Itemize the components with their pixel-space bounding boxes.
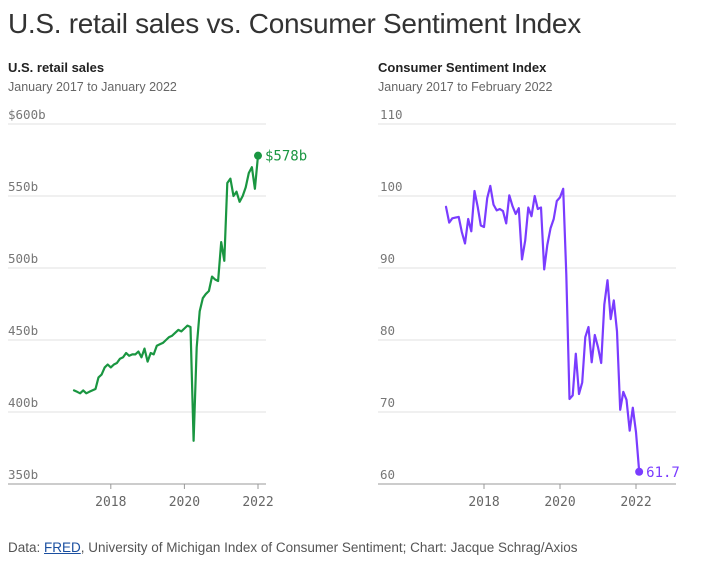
y-tick-label: 110 <box>380 107 403 122</box>
series-line <box>444 184 641 473</box>
x-tick-label: 2022 <box>620 495 651 510</box>
source-rest: , University of Michigan Index of Consum… <box>80 540 578 555</box>
left-chart-subtitle: January 2017 to January 2022 <box>8 80 177 94</box>
source-prefix: Data: <box>8 540 45 555</box>
y-tick-label: 60 <box>380 467 395 482</box>
fred-link[interactable]: FRED <box>44 540 81 555</box>
y-tick-label: 500b <box>8 251 38 266</box>
y-tick-label: 400b <box>8 395 38 410</box>
left-chart-title: U.S. retail sales <box>8 60 105 75</box>
y-tick-label: $600b <box>8 107 46 122</box>
y-tick-label: 100 <box>380 179 403 194</box>
right-chart-subtitle: January 2017 to February 2022 <box>378 80 553 94</box>
source-note: Data: FRED, University of Michigan Index… <box>8 540 578 555</box>
end-value-label: 61.7 <box>646 465 680 481</box>
x-tick-label: 2020 <box>544 495 575 510</box>
x-tick-label: 2018 <box>95 495 126 510</box>
end-value-label: $578b <box>265 149 307 165</box>
right-chart-title: Consumer Sentiment Index <box>378 60 547 75</box>
y-tick-label: 450b <box>8 323 38 338</box>
x-tick-label: 2018 <box>468 495 499 510</box>
y-tick-label: 70 <box>380 395 395 410</box>
y-tick-label: 550b <box>8 179 38 194</box>
end-point-dot <box>635 467 644 476</box>
y-tick-label: 90 <box>380 251 395 266</box>
y-tick-label: 350b <box>8 467 38 482</box>
page-title: U.S. retail sales vs. Consumer Sentiment… <box>8 8 581 39</box>
series-line <box>72 154 260 442</box>
x-tick-label: 2020 <box>169 495 200 510</box>
x-tick-label: 2022 <box>242 495 273 510</box>
end-point-dot <box>254 151 262 160</box>
y-tick-label: 80 <box>380 323 395 338</box>
